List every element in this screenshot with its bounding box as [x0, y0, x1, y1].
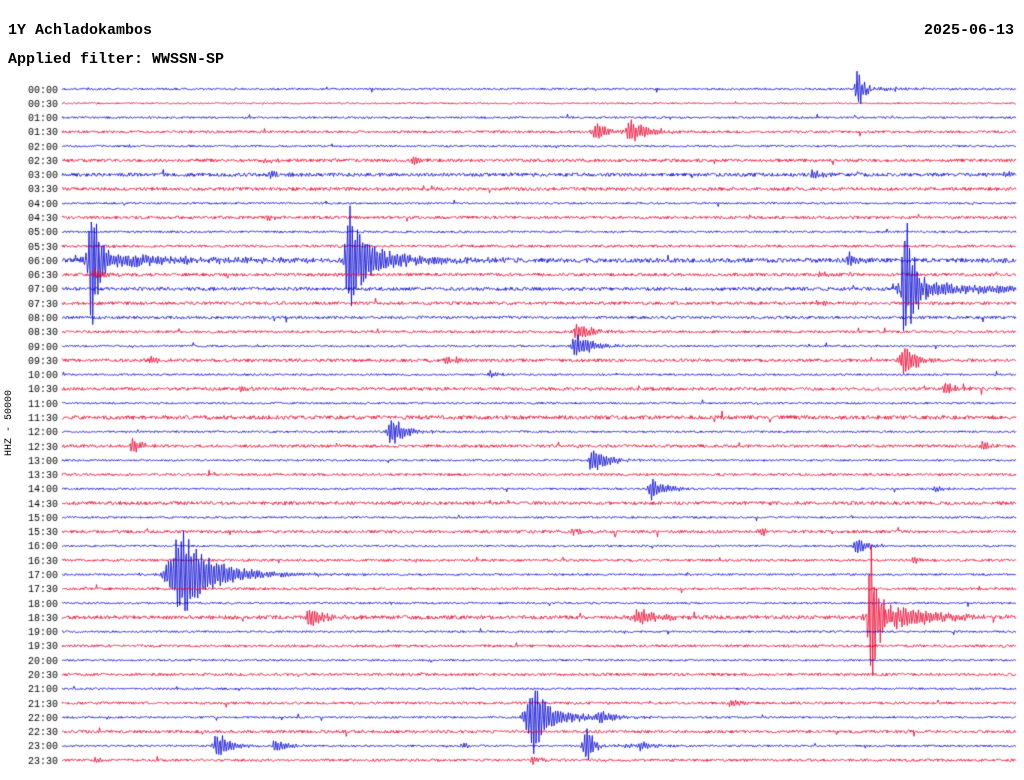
date-label: 2025-06-13 [923, 22, 1014, 39]
filter-label: Applied filter: WWSSN-SP [8, 51, 225, 68]
channel-scale-label: HHZ - 50000 [4, 390, 15, 457]
station-title: 1Y Achladokambos [8, 22, 153, 39]
